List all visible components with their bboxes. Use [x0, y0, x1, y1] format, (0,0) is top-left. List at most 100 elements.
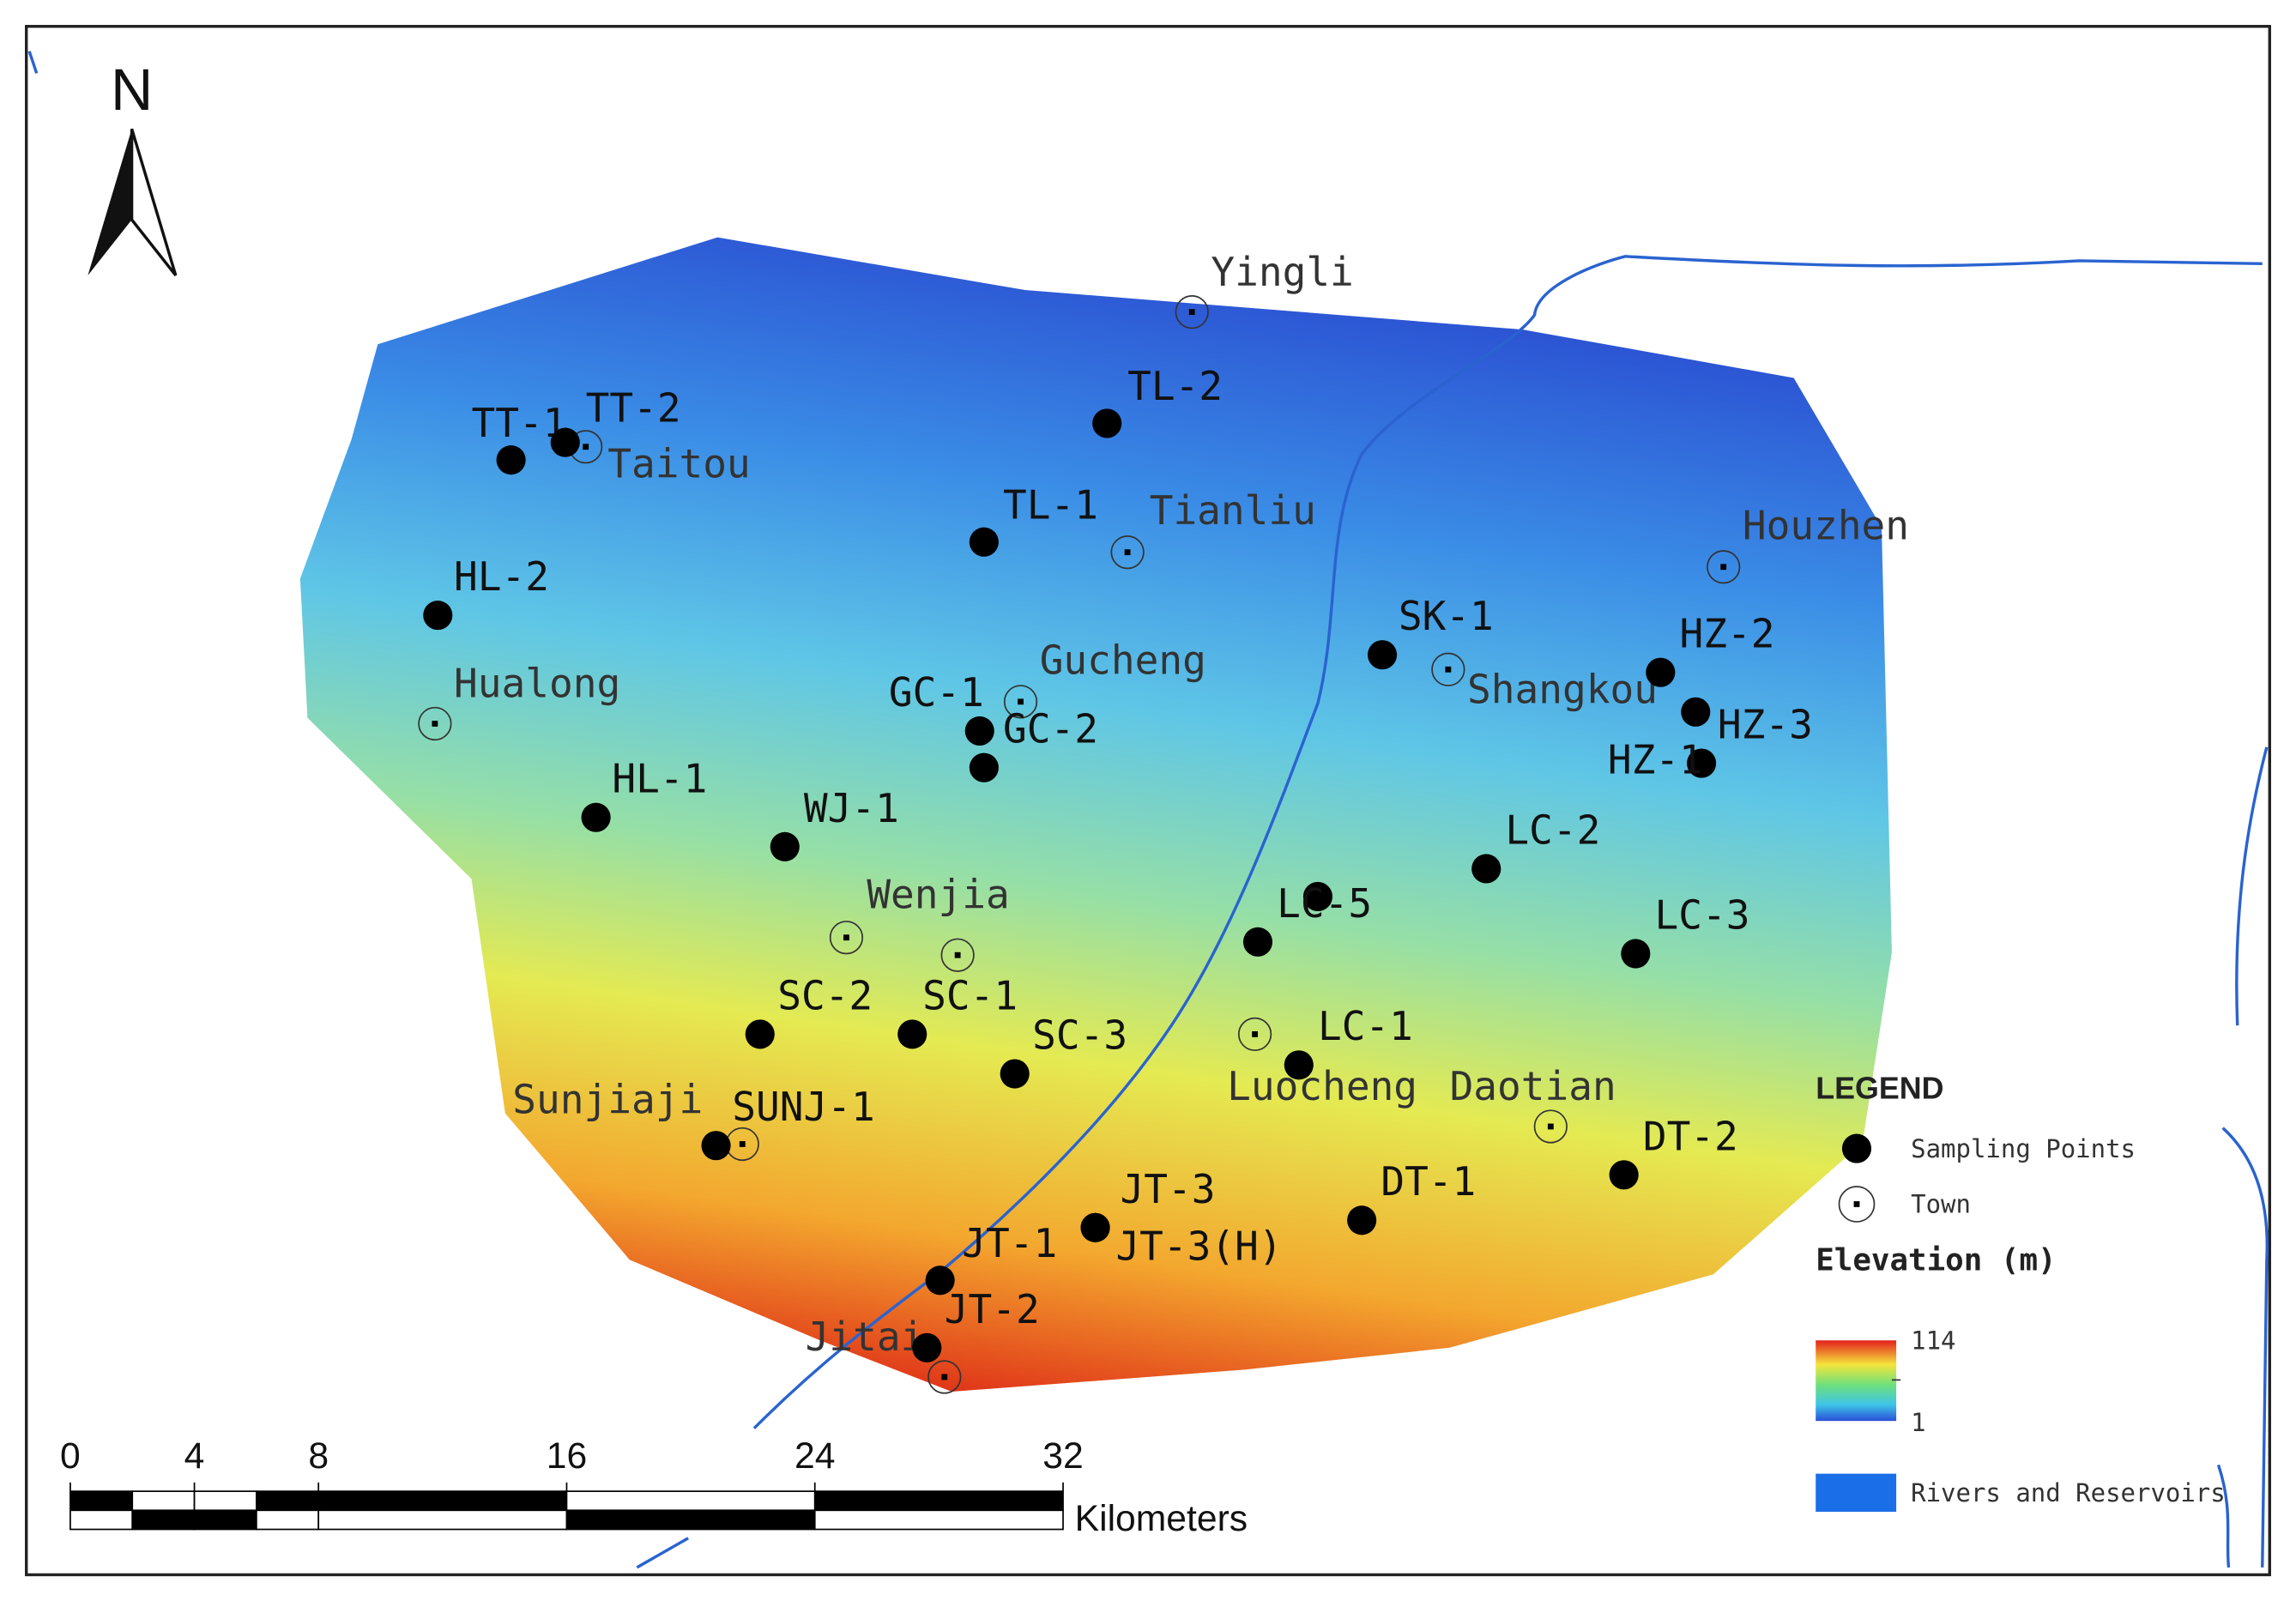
north-label: N	[111, 57, 153, 123]
scale-unit: Kilometers	[1075, 1498, 1248, 1539]
scale-bar: 0 4 8 16 24 32 Kilometers	[60, 1435, 1248, 1539]
sampling-label: HZ-1	[1608, 736, 1703, 782]
sampling-label: GC-2	[1003, 706, 1098, 752]
scale-segment	[813, 1490, 1064, 1512]
town-label: Daotian	[1450, 1063, 1616, 1109]
sampling-point	[925, 1266, 955, 1296]
sampling-label: JT-3	[1121, 1166, 1216, 1212]
sampling-point	[964, 716, 994, 746]
sampling-point	[701, 1131, 731, 1161]
legend: LEGEND Sampling Points Town Elevation (m…	[1816, 1072, 2226, 1513]
sampling-label: HL-2	[454, 553, 549, 600]
scale-segment	[317, 1509, 568, 1531]
scale-segment	[193, 1490, 257, 1512]
sampling-point	[1302, 881, 1333, 911]
legend-title: LEGEND	[1816, 1072, 1943, 1106]
sampling-point	[1347, 1205, 1377, 1235]
sampling-label: TT-2	[586, 385, 681, 432]
sampling-label: JT-1	[962, 1220, 1057, 1266]
scale-segment	[256, 1490, 320, 1512]
town-dot	[1124, 549, 1131, 556]
town-dot	[1252, 1030, 1258, 1037]
town-symbol	[829, 921, 864, 955]
town-label: Wenjia	[867, 872, 1009, 918]
sampling-label: TT-1	[472, 400, 567, 446]
sampling-label: SC-2	[777, 972, 873, 1018]
scale-segment	[131, 1490, 196, 1512]
sampling-point	[1080, 1212, 1110, 1242]
scale-segment	[565, 1490, 816, 1512]
sampling-label: LC-5	[1277, 880, 1372, 927]
scale-segment	[69, 1490, 134, 1512]
town-symbol	[1431, 652, 1465, 686]
town-symbol	[1237, 1017, 1272, 1052]
sampling-point	[496, 445, 526, 475]
town-symbol	[927, 1360, 962, 1394]
scale-tick-label: 16	[547, 1435, 587, 1477]
elevation-colorbar	[1816, 1340, 1897, 1422]
sampling-point	[1681, 697, 1711, 727]
scale-tick-label: 8	[308, 1435, 329, 1477]
town-label: Taitou	[607, 441, 750, 487]
town-dot	[1547, 1123, 1554, 1130]
sampling-label: SC-1	[922, 972, 1018, 1018]
town-label: Hualong	[454, 661, 620, 707]
scale-tick-label: 24	[795, 1435, 835, 1477]
sampling-label: TL-1	[1003, 481, 1098, 528]
scale-segment	[813, 1509, 1064, 1531]
legend-water-symbol	[1816, 1473, 1897, 1513]
town-label: Sunjiaji	[512, 1077, 703, 1123]
scale-segment	[193, 1509, 257, 1531]
sampling-point	[770, 831, 800, 861]
sampling-point	[1687, 748, 1717, 778]
north-arrow: N	[88, 57, 178, 277]
rivers	[27, 51, 2269, 1569]
sampling-label: JT-2	[945, 1286, 1040, 1332]
sampling-label: HZ-3	[1718, 702, 1813, 748]
sampling-point	[912, 1332, 942, 1362]
sampling-label: GC-1	[889, 669, 984, 716]
town-dot	[1018, 698, 1024, 705]
legend-label: Town	[1911, 1190, 1971, 1219]
scale-tick-label: 4	[184, 1435, 205, 1477]
town-label: Yingli	[1211, 249, 1353, 295]
elevation-surface	[299, 237, 1892, 1393]
sampling-point	[897, 1019, 927, 1049]
legend-town-symbol	[1838, 1186, 1876, 1223]
sampling-point	[423, 601, 453, 631]
town-symbol	[940, 938, 975, 972]
sampling-point	[1242, 927, 1273, 957]
sampling-label: JT-3(H)	[1115, 1223, 1282, 1269]
sampling-label: DT-1	[1381, 1158, 1476, 1205]
legend-point-symbol	[1841, 1133, 1872, 1163]
legend-elevation-title: Elevation (m)	[1816, 1242, 2056, 1278]
sampling-point	[1609, 1160, 1639, 1190]
sampling-point	[1000, 1059, 1030, 1089]
legend-label: Sampling Points	[1911, 1134, 2136, 1163]
town-dot	[583, 444, 589, 450]
town-dot	[1720, 564, 1727, 571]
town-dot	[1445, 666, 1452, 673]
sampling-label: SK-1	[1399, 593, 1494, 639]
sampling-point	[550, 427, 580, 457]
sampling-label: TL-2	[1127, 363, 1223, 409]
scale-segment	[131, 1509, 196, 1531]
sampling-point	[1471, 854, 1501, 884]
sampling-label: SC-3	[1032, 1012, 1127, 1058]
town-dot	[1188, 309, 1195, 316]
sampling-label: HZ-2	[1680, 611, 1775, 657]
town-symbol	[1003, 685, 1038, 719]
sampling-point	[1621, 939, 1651, 969]
town-dot	[941, 1374, 948, 1380]
town-label: Luocheng	[1227, 1063, 1417, 1109]
town-symbol	[1707, 550, 1741, 584]
sampling-label: WJ-1	[804, 785, 899, 831]
sampling-point	[1092, 408, 1122, 438]
sampling-label: LC-3	[1654, 891, 1749, 938]
town-dot	[843, 934, 849, 941]
scale-tick-label: 0	[60, 1435, 81, 1477]
sampling-point	[1284, 1050, 1314, 1080]
town-symbol	[1533, 1109, 1568, 1144]
scale-segment	[565, 1509, 816, 1531]
